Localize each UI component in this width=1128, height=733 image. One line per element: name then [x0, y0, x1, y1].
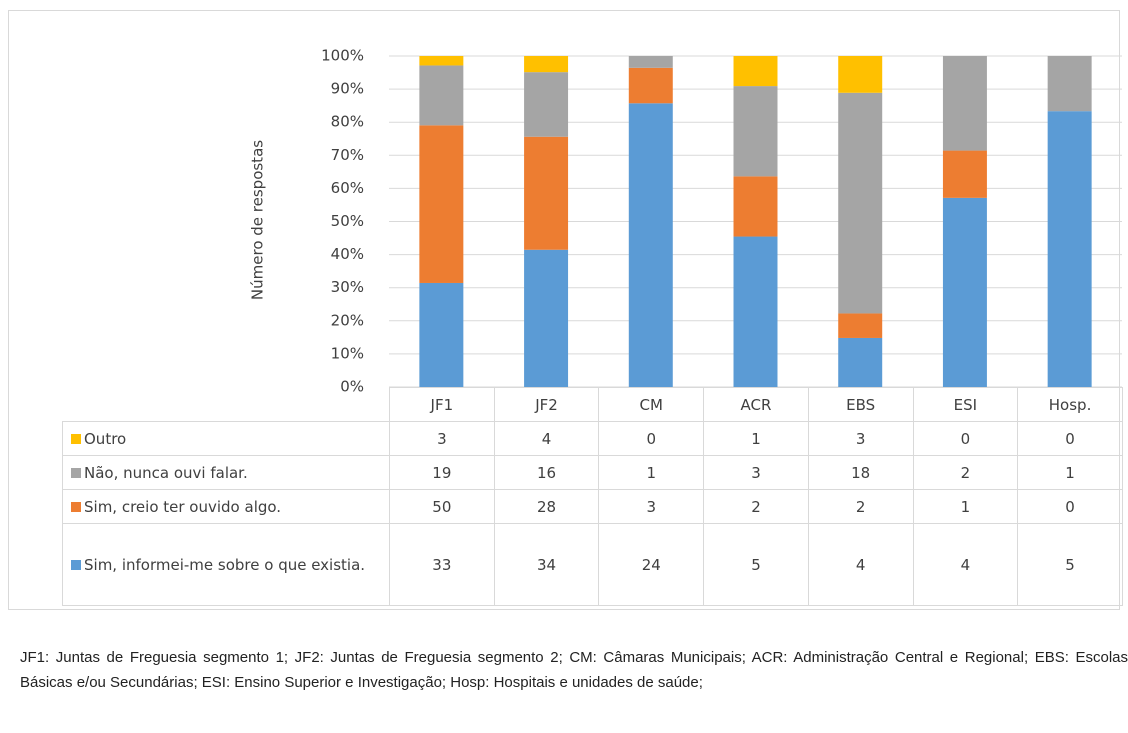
y-tick-label: 90% — [331, 80, 364, 98]
chart-frame — [8, 10, 1120, 610]
bar-segment — [628, 103, 673, 388]
y-tick-label: 10% — [331, 344, 364, 362]
table-value: 19 — [389, 455, 495, 490]
x-tick-label: JF2 — [493, 387, 600, 422]
table-row: Outro 3 4 0 1 3 0 0 — [62, 421, 1123, 456]
table-value: 1 — [912, 489, 1019, 524]
table-value: 5 — [1017, 523, 1123, 606]
table-value: 0 — [598, 421, 705, 456]
table-value: 4 — [807, 523, 914, 606]
table-value: 33 — [389, 523, 495, 606]
bar-segment — [838, 313, 883, 338]
legend-swatch — [71, 559, 81, 570]
bar-segment — [1047, 111, 1092, 388]
legend-entry: Não, nunca ouvi falar. — [71, 464, 389, 482]
bar-segment — [942, 56, 987, 151]
table-value: 3 — [703, 455, 809, 490]
table-value: 0 — [1017, 421, 1123, 456]
bar-segment — [838, 56, 883, 93]
table-row: Sim, informei-me sobre o que existia. 33 3… — [62, 523, 1123, 606]
x-tick-label: Hosp. — [1017, 387, 1123, 422]
y-tick-label: 0% — [340, 378, 364, 396]
table-row: Não, nunca ouvi falar. 19 16 1 3 18 2 1 — [62, 455, 1123, 490]
bar-segment — [524, 136, 569, 250]
table-value: 16 — [493, 455, 600, 490]
legend-label: Sim, creio ter ouvido algo. — [84, 497, 282, 516]
table-value: 1 — [1017, 455, 1123, 490]
bar-segment — [419, 125, 464, 283]
legend-cell: Sim, creio ter ouvido algo. — [62, 489, 390, 524]
bar-segment — [838, 337, 883, 387]
x-tick-label: CM — [598, 387, 705, 422]
bar-segment — [942, 197, 987, 387]
y-tick-label: 70% — [331, 146, 364, 164]
table-value: 1 — [703, 421, 809, 456]
table-value: 34 — [493, 523, 600, 606]
bar-segment — [733, 56, 778, 87]
table-value: 24 — [598, 523, 705, 606]
legend-cell: Outro — [62, 421, 390, 456]
table-value: 4 — [493, 421, 600, 456]
table-value: 28 — [493, 489, 600, 524]
bar-segment — [419, 65, 464, 126]
bar-segment — [628, 56, 673, 68]
bar-segment — [942, 150, 987, 198]
bar-segment — [419, 56, 464, 66]
x-tick-label: EBS — [807, 387, 914, 422]
legend-label: Outro — [84, 429, 127, 448]
legend-cell: Não, nunca ouvi falar. — [62, 455, 390, 490]
bar-segment — [419, 282, 464, 387]
x-tick-label: ESI — [912, 387, 1019, 422]
table-value: 4 — [912, 523, 1019, 606]
table-value: 0 — [1017, 489, 1123, 524]
y-tick-label: 30% — [331, 278, 364, 296]
table-value: 3 — [389, 421, 495, 456]
table-value: 3 — [598, 489, 705, 524]
legend-entry: Sim, creio ter ouvido algo. — [71, 498, 389, 516]
footnote: JF1: Juntas de Freguesia segmento 1; JF2… — [20, 649, 1128, 691]
bar-segment — [838, 92, 883, 314]
legend-label: Sim, informei-me sobre o que existia. — [84, 555, 366, 574]
bar-segment — [733, 86, 778, 177]
legend-swatch — [71, 433, 81, 444]
y-tick-label: 100% — [321, 47, 364, 65]
bar-segment — [733, 176, 778, 237]
y-axis-label: Número de respostas — [249, 140, 267, 300]
table-value: 18 — [807, 455, 914, 490]
table-value: 2 — [703, 489, 809, 524]
table-value: 1 — [598, 455, 705, 490]
table-value: 0 — [912, 421, 1019, 456]
table-value: 50 — [389, 489, 495, 524]
x-tick-label: ACR — [703, 387, 809, 422]
table-value: 3 — [807, 421, 914, 456]
legend-entry: Outro — [71, 430, 389, 448]
x-tick-label: JF1 — [389, 387, 495, 422]
legend-cell: Sim, informei-me sobre o que existia. — [62, 523, 390, 606]
table-corner — [63, 388, 390, 422]
data-table: JF1 JF2 CM ACR EBS ESI Hosp. Outro 3 4 0 1 3 0 0 Não, n… — [62, 387, 1123, 606]
bar-segment — [733, 236, 778, 387]
y-tick-label: 60% — [331, 179, 364, 197]
legend-label: Não, nunca ouvi falar. — [84, 463, 248, 482]
table-value: 2 — [912, 455, 1019, 490]
legend-entry: Sim, informei-me sobre o que existia. — [71, 556, 389, 574]
bar-segment — [524, 72, 569, 137]
legend-swatch — [71, 501, 81, 512]
y-tick-label: 40% — [331, 245, 364, 263]
bar-segment — [628, 67, 673, 104]
bar-segment — [524, 249, 569, 387]
table-row: Sim, creio ter ouvido algo. 50 28 3 2 2 1 0 — [62, 489, 1123, 524]
y-tick-label: 20% — [331, 311, 364, 329]
bar-segment — [1047, 56, 1092, 112]
table-value: 5 — [703, 523, 809, 606]
legend-swatch — [71, 467, 81, 478]
y-tick-label: 80% — [331, 113, 364, 131]
table-header-row: JF1 JF2 CM ACR EBS ESI Hosp. — [63, 387, 1123, 422]
bar-segment — [524, 56, 569, 73]
table-value: 2 — [807, 489, 914, 524]
y-tick-label: 50% — [331, 212, 364, 230]
